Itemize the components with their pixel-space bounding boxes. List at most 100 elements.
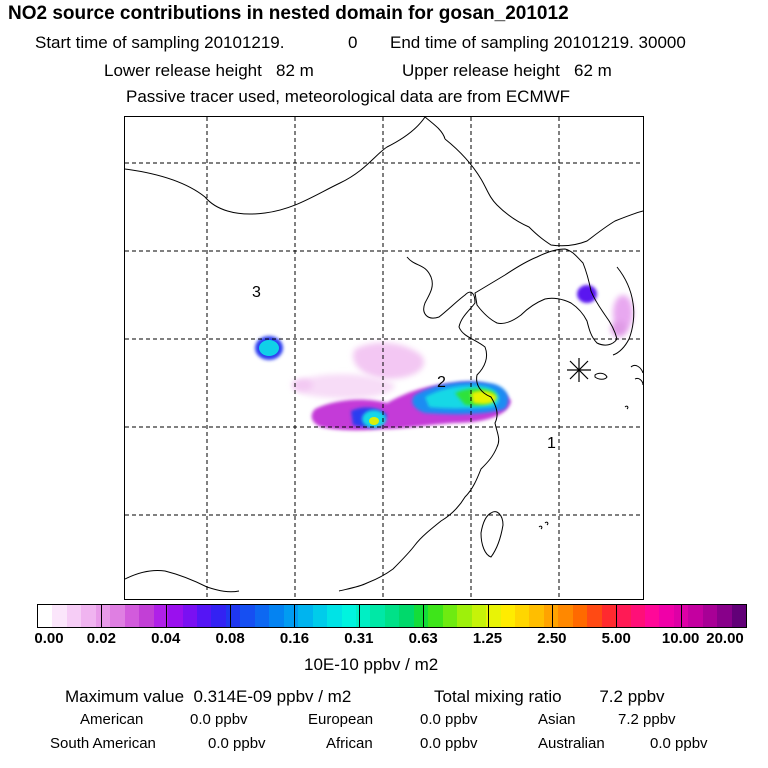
- plume-faint-band: [292, 374, 395, 399]
- colorbar-swatch: [168, 605, 183, 627]
- colorbar-swatch: [269, 605, 284, 627]
- colorbar-swatch: [124, 605, 140, 627]
- colorbar-tick-label: 0.00: [34, 630, 64, 647]
- colorbar-tick-label: 20.00: [706, 630, 744, 647]
- colorbar-tick-label: 10.00: [661, 630, 700, 647]
- colorbar-swatch: [370, 605, 385, 627]
- graticule: [125, 117, 643, 599]
- colorbar-divider: [230, 604, 232, 628]
- colorbar-divider: [358, 604, 360, 628]
- plume-korea-blue: [577, 285, 597, 303]
- region-label-1: 1: [547, 435, 556, 452]
- taiwan: [480, 511, 504, 558]
- colorbar-swatch: [66, 605, 82, 627]
- receptor-asterisk-marker: [567, 358, 591, 382]
- american-value: 0.0 ppbv: [190, 711, 248, 728]
- colorbar-swatch: [688, 605, 703, 627]
- colorbar-swatch: [153, 605, 169, 627]
- colorbar-tick-label: 0.16: [279, 630, 310, 647]
- colorbar-divider: [680, 604, 682, 628]
- colorbar-swatch: [254, 605, 270, 627]
- colorbar-swatch: [110, 605, 125, 627]
- colorbar-swatch: [196, 605, 212, 627]
- american-label: American: [80, 711, 144, 728]
- colorbar-swatch: [283, 605, 299, 627]
- colorbar-swatch: [529, 605, 544, 627]
- colorbar-swatch: [81, 605, 96, 627]
- colorbar-swatch: [543, 605, 559, 627]
- south-islands: [538, 405, 629, 530]
- colorbar-swatch: [327, 605, 342, 627]
- border-mongolia-east: [444, 138, 643, 247]
- african-value: 0.0 ppbv: [420, 735, 478, 752]
- lower-release-height: Lower release height 82 m: [104, 61, 314, 80]
- colorbar-swatch: [211, 605, 226, 627]
- plume-light-north: [353, 342, 424, 379]
- region-label-3: 3: [252, 284, 261, 301]
- colorbar-swatch: [471, 605, 487, 627]
- map-canvas: 1 2 3: [125, 117, 643, 599]
- colorbar-swatch: [95, 605, 111, 627]
- concentration-field: [255, 285, 633, 431]
- korea-east-coast: [612, 266, 635, 356]
- total-mixing-ratio: Total mixing ratio 7.2 ppbv: [434, 687, 665, 706]
- colorbar-swatch: [630, 605, 646, 627]
- colorbar-tick-label: 1.25: [472, 630, 503, 647]
- colorbar-swatch: [558, 605, 573, 627]
- colorbar-swatch: [139, 605, 154, 627]
- colorbar-swatch: [702, 605, 718, 627]
- jeju-island: [594, 372, 608, 380]
- colorbar-units: 10E-10 ppbv / m2: [304, 655, 439, 674]
- colorbar-divider: [423, 604, 425, 628]
- upper-release-height: Upper release height 62 m: [402, 61, 612, 80]
- australian-value: 0.0 ppbv: [650, 735, 708, 752]
- asterisk-stroke-d2: [569, 360, 589, 380]
- start-hour: 0: [348, 33, 358, 52]
- australian-label: Australian: [538, 735, 605, 752]
- colorbar-swatch: [428, 605, 443, 627]
- start-time-label: Start time of sampling 20101219.: [35, 33, 285, 52]
- colorbar-divider: [551, 604, 553, 628]
- colorbar-swatch: [731, 605, 747, 627]
- plume-west-cyan: [259, 340, 279, 356]
- coastlines: [125, 117, 643, 593]
- plume-east-yellow: [471, 390, 497, 405]
- colorbar-swatch: [457, 605, 472, 627]
- region-label-2: 2: [437, 374, 446, 391]
- colorbar-divider: [487, 604, 489, 628]
- colorbar-swatch: [587, 605, 602, 627]
- japan-kyushu: [630, 364, 643, 386]
- colorbar-swatch: [659, 605, 674, 627]
- colorbar-swatch: [413, 605, 429, 627]
- european-label: European: [308, 711, 374, 728]
- map-panel: 1 2 3: [124, 116, 644, 600]
- european-value: 0.0 ppbv: [420, 711, 478, 728]
- colorbar-swatch: [240, 605, 255, 627]
- plume-central-yellow: [369, 417, 379, 425]
- colorbar-swatch: [717, 605, 732, 627]
- south-american-value: 0.0 ppbv: [208, 735, 266, 752]
- colorbar-tick-label: 0.02: [86, 630, 116, 647]
- internal-borders: [424, 117, 446, 140]
- colorbar-divider: [101, 604, 103, 628]
- colorbar-swatch: [442, 605, 458, 627]
- china-coast-bohai: [338, 256, 500, 592]
- colorbar-swatch: [52, 605, 67, 627]
- colorbar-swatch: [572, 605, 588, 627]
- maximum-value: Maximum value 0.314E-09 ppbv / m2: [65, 687, 352, 706]
- border-north: [125, 117, 426, 215]
- colorbar-swatch: [225, 605, 241, 627]
- colorbar-tick-label: 5.00: [601, 630, 631, 647]
- colorbar-swatch: [500, 605, 515, 627]
- plume-small-west: [293, 379, 313, 391]
- colorbar-tick-label: 2.50: [537, 630, 567, 647]
- colorbar-tick-label: 0.31: [344, 630, 374, 647]
- colorbar-swatch: [601, 605, 617, 627]
- colorbar-tick-label: 0.08: [215, 630, 245, 647]
- colorbar: [37, 604, 747, 628]
- colorbar-divider: [165, 604, 167, 628]
- colorbar-tick-label: 0.04: [151, 630, 181, 647]
- colorbar-swatch: [312, 605, 328, 627]
- colorbar-swatch: [384, 605, 400, 627]
- colorbar-tick-label: 0.63: [408, 630, 438, 647]
